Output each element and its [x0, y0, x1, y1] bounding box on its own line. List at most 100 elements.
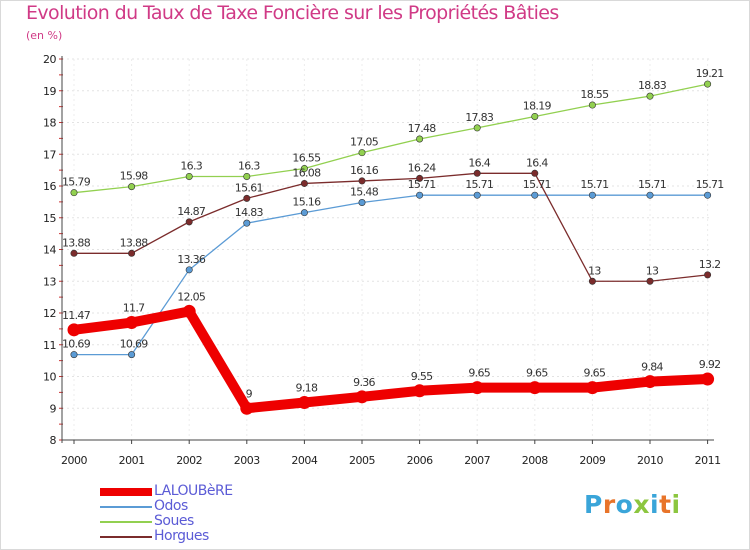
data-point — [300, 165, 308, 173]
data-point — [185, 218, 193, 226]
data-point — [243, 194, 251, 202]
y-tick-label: 8 — [50, 434, 57, 447]
legend-label: Horgues — [154, 528, 209, 544]
legend-label: Odos — [154, 498, 188, 514]
data-label: 16.4 — [526, 156, 548, 169]
data-label: 9.36 — [353, 376, 375, 389]
legend-label: Soues — [154, 513, 194, 529]
data-point — [300, 179, 308, 187]
x-tick-label: 2010 — [637, 454, 663, 467]
data-label: 16.3 — [238, 159, 260, 172]
data-label: 9 — [246, 387, 253, 400]
x-tick-label: 2000 — [61, 454, 87, 467]
data-label: 15.71 — [580, 178, 608, 191]
data-label: 15.71 — [408, 178, 436, 191]
data-point — [473, 169, 481, 177]
data-label: 9.84 — [641, 361, 663, 374]
data-point — [643, 375, 657, 389]
data-label: 13.88 — [120, 236, 149, 249]
data-label: 13.36 — [177, 253, 206, 266]
data-point — [185, 266, 193, 274]
data-point — [704, 191, 712, 199]
x-tick-label: 2009 — [579, 454, 605, 467]
x-tick-label: 2002 — [176, 454, 202, 467]
x-tick-label: 2004 — [291, 454, 317, 467]
data-point — [70, 249, 78, 257]
series-line-odos — [73, 194, 709, 356]
data-label: 15.71 — [638, 178, 666, 191]
data-point — [128, 351, 136, 359]
legend-swatch — [100, 521, 152, 523]
logo-letter: x — [633, 490, 650, 519]
data-point — [704, 80, 712, 88]
data-point — [473, 191, 481, 199]
data-label: 13.88 — [62, 236, 91, 249]
legend-swatch — [100, 536, 152, 538]
data-point — [588, 101, 596, 109]
data-label: 11.47 — [62, 309, 91, 322]
data-label: 19.21 — [696, 67, 724, 80]
y-tick-label: 12 — [43, 307, 56, 320]
logo-letter: P — [584, 490, 603, 519]
logo-letter: r — [602, 490, 616, 519]
data-point — [704, 271, 712, 279]
y-tick-label: 13 — [43, 275, 56, 288]
y-tick-label: 9 — [50, 402, 57, 415]
data-label: 15.71 — [523, 178, 551, 191]
x-tick-label: 2003 — [234, 454, 260, 467]
data-label: 13 — [588, 264, 601, 277]
data-point — [297, 396, 311, 410]
data-point — [646, 277, 654, 285]
data-label: 18.19 — [523, 99, 552, 112]
data-point — [358, 177, 366, 185]
data-point — [358, 199, 366, 207]
legend-swatch — [100, 506, 152, 508]
data-label: 17.48 — [408, 122, 437, 135]
y-tick-label: 20 — [43, 53, 56, 66]
data-point — [243, 219, 251, 227]
legend-label: LALOUBèRE — [154, 483, 233, 499]
data-label: 9.65 — [584, 367, 606, 380]
data-point — [588, 277, 596, 285]
data-point — [413, 384, 427, 398]
unit-label: (en %) — [26, 29, 63, 42]
data-label: 13.2 — [699, 258, 721, 271]
data-point — [125, 316, 139, 330]
data-point — [67, 323, 81, 337]
x-tick-label: 2006 — [407, 454, 433, 467]
x-tick-label: 2001 — [119, 454, 145, 467]
data-label: 10.69 — [120, 338, 149, 351]
data-label: 15.71 — [465, 178, 493, 191]
logo-letter: t — [659, 490, 672, 519]
data-point — [128, 183, 136, 191]
data-label: 15.71 — [696, 178, 724, 191]
data-label: 15.48 — [350, 186, 379, 199]
data-point — [185, 172, 193, 180]
data-label: 9.92 — [699, 358, 721, 371]
data-point — [182, 304, 196, 318]
data-point — [531, 112, 539, 120]
data-label: 15.16 — [292, 196, 321, 209]
data-point — [531, 169, 539, 177]
y-tick-label: 19 — [43, 85, 56, 98]
y-tick-label: 11 — [43, 339, 56, 352]
data-label: 16.4 — [468, 156, 490, 169]
series-line-laloubère — [69, 306, 713, 414]
data-point — [416, 174, 424, 182]
data-label: 15.79 — [62, 176, 91, 189]
logo-letter: i — [650, 490, 660, 519]
data-point — [416, 135, 424, 143]
data-point — [646, 92, 654, 100]
data-label: 11.7 — [123, 302, 145, 315]
data-label: 17.05 — [350, 136, 379, 149]
data-point — [646, 191, 654, 199]
data-point — [70, 351, 78, 359]
data-point — [243, 172, 251, 180]
proxiti-logo: Proxiti — [584, 490, 681, 519]
y-tick-label: 15 — [43, 212, 56, 225]
data-label: 16.16 — [350, 164, 379, 177]
data-label: 16.24 — [408, 161, 437, 174]
data-label: 10.69 — [62, 338, 91, 351]
data-point — [528, 381, 542, 395]
